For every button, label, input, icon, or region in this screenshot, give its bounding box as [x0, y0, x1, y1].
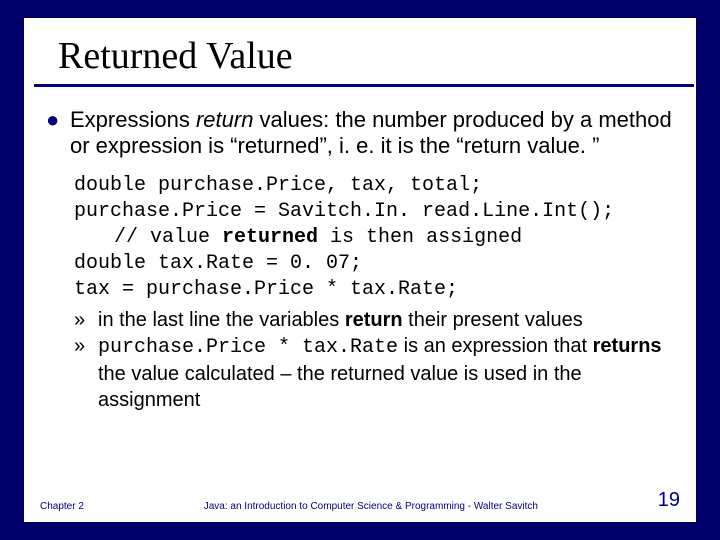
code-line: double purchase.Price, tax, total; [74, 173, 674, 199]
sub-bullet-text: purchase.Price * tax.Rate is an expressi… [98, 333, 674, 413]
bullet-text: Expressions return values: the number pr… [70, 107, 674, 159]
bullet-marker: ● [46, 107, 60, 133]
code-line: purchase.Price = Savitch.In. read.Line.I… [74, 199, 674, 225]
slide-title: Returned Value [24, 18, 696, 84]
sub-bullet-marker: » [74, 333, 90, 359]
text-run: the value calculated – the returned valu… [98, 363, 582, 411]
sub-bullet-item: » in the last line the variables return … [74, 307, 674, 333]
sub-bullet-marker: » [74, 307, 90, 333]
text-run: their present values [403, 309, 583, 331]
text-run: is an expression that [398, 335, 593, 357]
code-line: tax = purchase.Price * tax.Rate; [74, 277, 674, 303]
sub-bullet-list: » in the last line the variables return … [74, 307, 674, 413]
text-run-bold: returns [593, 335, 662, 357]
text-run: in the last line the variables [98, 309, 345, 331]
page-number: 19 [658, 489, 680, 512]
text-run-italic: return [196, 107, 253, 132]
sub-bullet-text: in the last line the variables return th… [98, 307, 583, 333]
slide: Returned Value ● Expressions return valu… [24, 18, 696, 522]
footer-chapter: Chapter 2 [40, 501, 84, 512]
text-run-bold: returned [222, 226, 318, 249]
text-run: Expressions [70, 107, 196, 132]
sub-bullet-item: » purchase.Price * tax.Rate is an expres… [74, 333, 674, 413]
footer-book-title: Java: an Introduction to Computer Scienc… [84, 501, 658, 512]
text-run-mono: purchase.Price * tax.Rate [98, 336, 398, 359]
text-run-bold: return [345, 309, 403, 331]
slide-content: ● Expressions return values: the number … [24, 87, 696, 413]
code-line: // value returned is then assigned [74, 225, 674, 251]
slide-footer: Chapter 2 Java: an Introduction to Compu… [40, 489, 680, 512]
bullet-item: ● Expressions return values: the number … [46, 107, 674, 159]
text-run: // value [114, 226, 222, 249]
code-line: double tax.Rate = 0. 07; [74, 251, 674, 277]
code-block: double purchase.Price, tax, total; purch… [74, 173, 674, 413]
text-run: is then assigned [318, 226, 522, 249]
